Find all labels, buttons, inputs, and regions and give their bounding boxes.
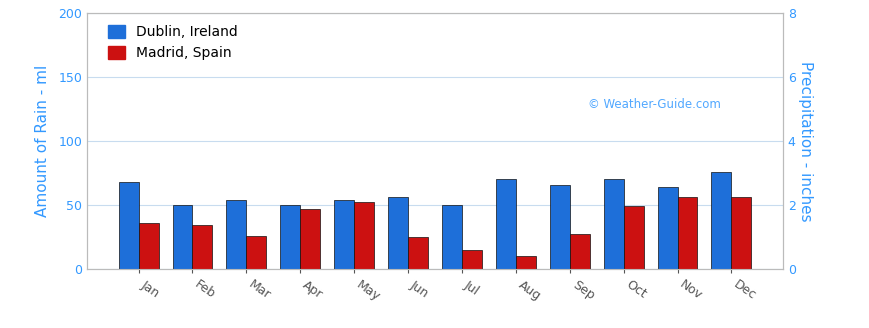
Bar <box>657 187 677 269</box>
Bar <box>441 205 461 269</box>
Bar <box>731 197 751 269</box>
Bar <box>334 200 354 269</box>
Y-axis label: Precipitation - inches: Precipitation - inches <box>797 61 812 221</box>
Bar <box>280 205 300 269</box>
Text: © Weather-Guide.com: © Weather-Guide.com <box>587 98 720 111</box>
Bar <box>354 202 374 269</box>
Bar <box>711 172 731 269</box>
Bar <box>118 182 138 269</box>
Bar <box>388 197 408 269</box>
Y-axis label: Amount of Rain - ml: Amount of Rain - ml <box>35 65 50 217</box>
Bar <box>569 235 589 269</box>
Bar <box>226 200 246 269</box>
Bar <box>461 250 481 269</box>
Bar <box>246 236 266 269</box>
Legend: Dublin, Ireland, Madrid, Spain: Dublin, Ireland, Madrid, Spain <box>108 25 237 60</box>
Bar <box>549 185 569 269</box>
Bar <box>603 179 623 269</box>
Bar <box>138 223 158 269</box>
Bar <box>623 206 643 269</box>
Bar <box>192 225 212 269</box>
Bar <box>495 179 515 269</box>
Bar <box>677 197 697 269</box>
Bar <box>172 205 192 269</box>
Bar <box>300 209 320 269</box>
Bar <box>408 237 428 269</box>
Bar <box>515 256 535 269</box>
